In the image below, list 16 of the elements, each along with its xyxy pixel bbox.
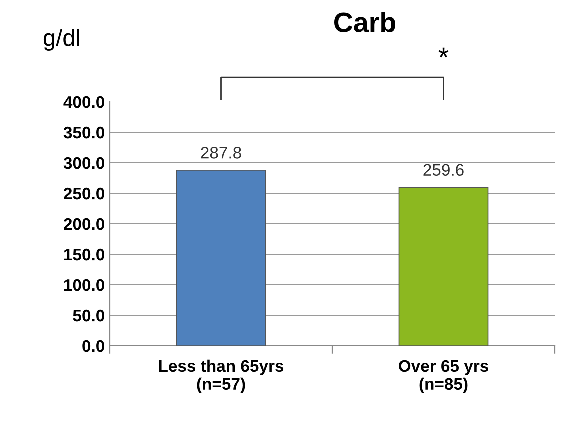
y-tick-label: 300.0 — [64, 157, 104, 170]
data-label: 259.6 — [424, 164, 464, 176]
y-tick-label: 0.0 — [82, 340, 104, 352]
chart-title: Carb — [334, 12, 396, 32]
y-tick-label: 100.0 — [64, 279, 104, 292]
y-tick-label: 350.0 — [64, 126, 104, 139]
y-tick-label: 400.0 — [64, 96, 104, 108]
y-tick-label: 200.0 — [64, 218, 104, 230]
y-tick-label: 50.0 — [73, 310, 104, 322]
y-tick-label: 250.0 — [64, 188, 104, 200]
text: * — [438, 48, 449, 58]
data-label: 287.8 — [201, 147, 242, 159]
y-axis-title: g/dl — [44, 28, 80, 52]
x-tick-label: Over 65 yrs (n=85) — [399, 360, 488, 394]
x-tick-label: Less than 65yrs (n=57) — [159, 360, 284, 394]
y-tick-label: 150.0 — [64, 248, 104, 261]
